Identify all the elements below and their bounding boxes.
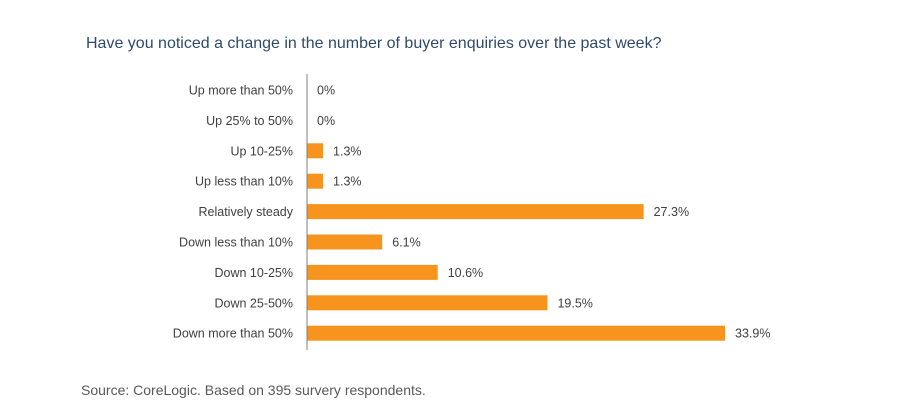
category-label: Up more than 50%	[189, 84, 293, 98]
category-label: Down less than 10%	[179, 236, 293, 250]
bar	[307, 325, 725, 341]
value-labels-layer: 0% 0% 1.3% 1.3% 27.3% 6.1% 10.6% 19.5% 33.9%	[317, 84, 770, 341]
category-label: Down 10-25%	[214, 266, 293, 280]
source-note: Source: CoreLogic. Based on 395 survery …	[81, 382, 426, 398]
category-label: Up 10-25%	[230, 144, 293, 158]
category-label: Up 25% to 50%	[206, 114, 293, 128]
category-label: Relatively steady	[199, 205, 294, 219]
bar	[307, 204, 644, 220]
category-label: Down more than 50%	[173, 327, 293, 341]
bar	[307, 234, 383, 250]
bar	[307, 264, 438, 280]
value-label: 27.3%	[654, 205, 689, 219]
value-label: 1.3%	[333, 144, 362, 158]
value-label: 1.3%	[333, 175, 362, 189]
category-labels-layer: Up more than 50% Up 25% to 50% Up 10-25% Up…	[173, 84, 294, 341]
value-label: 6.1%	[392, 236, 421, 250]
category-label: Down 25-50%	[214, 296, 293, 310]
bar	[307, 295, 548, 311]
value-label: 33.9%	[735, 327, 770, 341]
value-label: 0%	[317, 84, 335, 98]
bar	[307, 143, 324, 159]
bar	[307, 173, 324, 189]
bars-layer	[307, 143, 725, 341]
chart-title: Have you noticed a change in the number …	[86, 35, 662, 52]
value-label: 10.6%	[448, 266, 483, 280]
category-label: Up less than 10%	[195, 175, 293, 189]
value-label: 0%	[317, 114, 335, 128]
value-label: 19.5%	[557, 296, 592, 310]
